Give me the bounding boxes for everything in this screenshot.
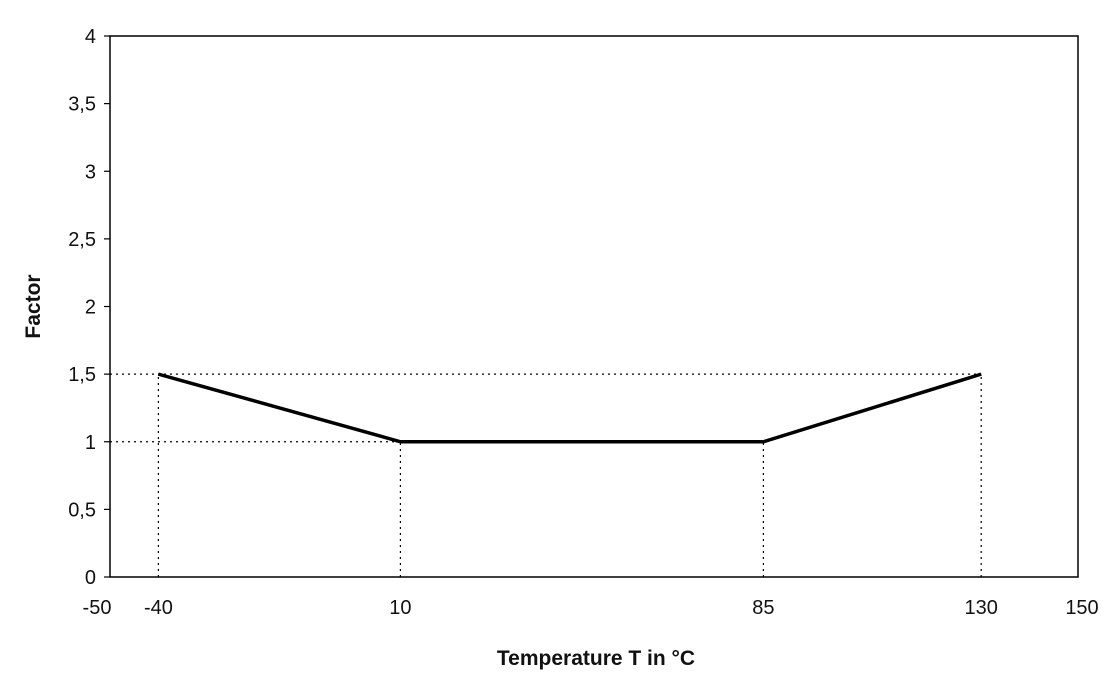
reference-lines [110,373,982,577]
x-tick-label: -40 [144,597,173,619]
plot-area-frame [109,35,1079,578]
x-axis: -50 -40 10 85 130 150 [83,597,1099,619]
y-tick-label: 1 [85,432,96,454]
x-axis-title: Temperature T in °C [497,647,695,670]
y-tick-label: 2,5 [68,229,96,251]
y-tick-label: 1,5 [68,364,96,386]
y-axis: 0 0,5 1 1,5 2 2,5 3 3,5 4 [68,26,110,589]
x-tick-label: 150 [1065,597,1098,619]
y-tick-label: 3 [85,161,96,183]
y-tick-label: 3,5 [68,94,96,116]
x-tick-label: 85 [752,597,774,619]
series-group [157,372,982,444]
y-tick-label: 2 [85,297,96,319]
x-tick-label: -50 [83,597,112,619]
y-tick-label: 4 [85,26,96,48]
x-tick-label: 130 [965,597,998,619]
y-tick-label: 0,5 [68,499,96,521]
series-line [157,372,982,444]
y-axis-title: Factor [22,274,45,338]
x-tick-label: 10 [389,597,411,619]
y-tick-label: 0 [85,567,96,589]
